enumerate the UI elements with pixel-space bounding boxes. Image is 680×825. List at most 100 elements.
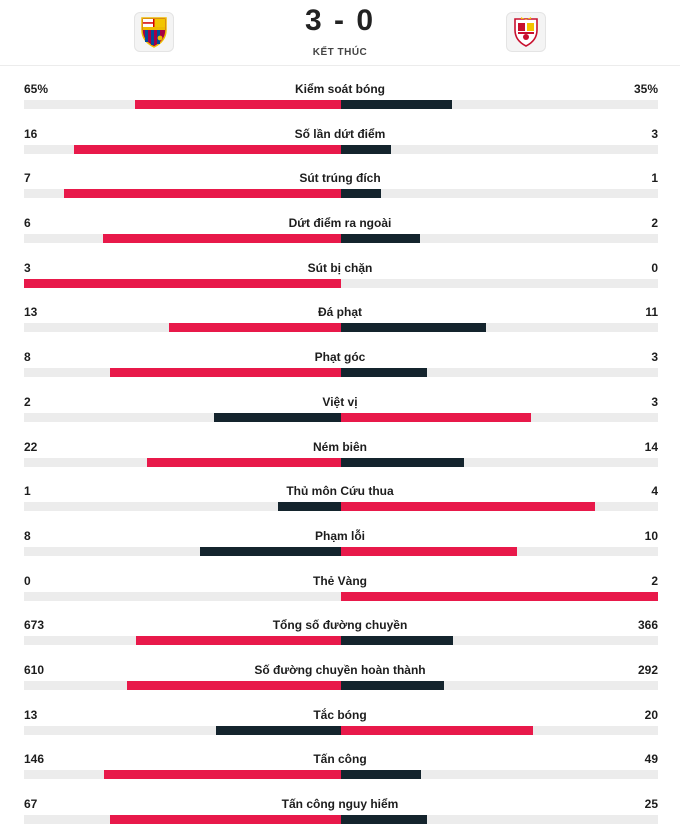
stat-row: 7 Sút trúng đích 1 bbox=[0, 162, 680, 207]
stat-bar-track bbox=[24, 368, 658, 378]
stat-label: Ném biên bbox=[312, 439, 367, 454]
stat-row: 1 Thủ môn Cứu thua 4 bbox=[0, 475, 680, 520]
stat-row: 0 Thẻ Vàng 2 bbox=[0, 565, 680, 610]
home-bar bbox=[134, 100, 341, 109]
away-value: 1 bbox=[651, 171, 658, 186]
stat-label: Tổng số đường chuyền bbox=[272, 618, 408, 633]
away-bar bbox=[341, 680, 444, 690]
match-status: KẾT THÚC bbox=[312, 47, 368, 58]
stat-bar-track bbox=[24, 189, 658, 199]
home-value: 610 bbox=[24, 662, 45, 677]
stat-row: 22 Ném biên 14 bbox=[0, 431, 680, 476]
stat-row: 16 Số lần dứt điểm 3 bbox=[0, 118, 680, 163]
home-value: 65% bbox=[24, 82, 49, 96]
stat-bar-track bbox=[24, 457, 658, 467]
stat-label: Phạm lỗi bbox=[314, 528, 365, 543]
stat-label: Tấn công nguy hiểm bbox=[281, 797, 399, 811]
away-bar bbox=[341, 234, 421, 244]
home-bar bbox=[277, 502, 341, 512]
stat-row: 3 Sút bị chặn 0 bbox=[0, 252, 680, 297]
away-team-crest[interactable] bbox=[506, 12, 546, 52]
stat-bar-track bbox=[24, 770, 658, 780]
stat-label: Phạt góc bbox=[314, 350, 366, 365]
away-value: 3 bbox=[651, 394, 658, 409]
away-value: 20 bbox=[644, 707, 658, 722]
home-bar bbox=[135, 636, 341, 646]
away-bar bbox=[341, 591, 658, 601]
stat-label: Việt vị bbox=[322, 394, 358, 409]
stat-bar-track bbox=[24, 815, 658, 824]
home-bar bbox=[24, 278, 341, 288]
stat-row: 146 Tấn công 49 bbox=[0, 743, 680, 788]
stat-label: Đá phạt bbox=[317, 305, 362, 320]
stat-row: 673 Tổng số đường chuyền 366 bbox=[0, 609, 680, 654]
sevilla-fc-crest-icon bbox=[514, 17, 538, 47]
stats-list: 65% Kiểm soát bóng 35% 1 6 Số lần dứt điểm 3 7 S… bbox=[0, 73, 680, 825]
home-bar bbox=[126, 680, 341, 690]
away-bar bbox=[341, 323, 487, 333]
home-bar bbox=[74, 144, 341, 154]
stat-bar-track bbox=[24, 100, 658, 109]
home-team-crest[interactable] bbox=[134, 12, 174, 52]
away-value: 49 bbox=[644, 752, 658, 767]
away-bar bbox=[341, 100, 452, 109]
score: 3 - 0 bbox=[304, 4, 376, 37]
away-bar bbox=[341, 725, 534, 735]
away-value: 4 bbox=[651, 484, 658, 499]
stat-row: 13 Tắc bóng 20 bbox=[0, 699, 680, 744]
away-value: 11 bbox=[645, 305, 658, 320]
stat-row: 610 Số đường chuyền hoàn thành 292 bbox=[0, 654, 680, 699]
away-value: 2 bbox=[651, 573, 658, 588]
stat-row: 8 Phạm lỗi 10 bbox=[0, 520, 680, 565]
stat-label: Số lần dứt điểm bbox=[294, 126, 386, 141]
home-value: 673 bbox=[24, 618, 45, 633]
stat-row: 65% Kiểm soát bóng 35% bbox=[0, 73, 680, 118]
match-header: 3 - 0 KẾT THÚC bbox=[0, 0, 680, 66]
home-bar bbox=[63, 189, 341, 199]
stat-bar-track bbox=[24, 502, 658, 512]
home-bar bbox=[147, 457, 341, 467]
home-value: 13 bbox=[24, 707, 38, 722]
stat-bar-track bbox=[24, 591, 658, 601]
home-value: 8 bbox=[24, 528, 31, 543]
home-value: 22 bbox=[24, 439, 38, 454]
stat-bar-track bbox=[24, 680, 658, 690]
home-bar bbox=[200, 546, 341, 556]
stat-bar-track bbox=[24, 144, 658, 154]
away-bar bbox=[341, 457, 465, 467]
away-bar bbox=[341, 502, 595, 512]
away-bar bbox=[341, 770, 421, 780]
home-value: 3 bbox=[24, 260, 31, 275]
stat-bar-track bbox=[24, 323, 658, 333]
stat-label: Thủ môn Cứu thua bbox=[286, 484, 394, 499]
away-value: 292 bbox=[637, 662, 658, 677]
stat-label: Thẻ Vàng bbox=[312, 573, 367, 588]
home-value: 146 bbox=[24, 752, 45, 767]
stat-label: Tắc bóng bbox=[313, 707, 367, 722]
home-value: 0 bbox=[24, 573, 31, 588]
away-bar bbox=[341, 144, 392, 154]
home-bar bbox=[110, 368, 341, 378]
stat-label: Tấn công bbox=[313, 752, 367, 767]
away-value: 35% bbox=[633, 82, 658, 96]
away-value: 2 bbox=[651, 216, 658, 231]
away-value: 3 bbox=[651, 126, 658, 141]
fc-barcelona-crest-icon bbox=[141, 17, 167, 48]
away-value: 10 bbox=[644, 528, 658, 543]
home-bar bbox=[103, 770, 341, 780]
stat-bar-track bbox=[24, 725, 658, 735]
home-value: 67 bbox=[24, 797, 38, 811]
stat-bar-track bbox=[24, 234, 658, 244]
stat-bar-track bbox=[24, 546, 658, 556]
away-bar bbox=[341, 815, 428, 824]
away-value: 366 bbox=[637, 618, 658, 633]
home-value: 8 bbox=[24, 350, 31, 365]
home-value: 2 bbox=[24, 394, 31, 409]
stat-label: Số đường chuyền hoàn thành bbox=[254, 662, 426, 677]
home-bar bbox=[169, 323, 341, 333]
away-bar bbox=[341, 636, 453, 646]
stat-label: Sút bị chặn bbox=[307, 260, 373, 275]
home-value: 6 bbox=[24, 216, 31, 231]
home-value: 1 bbox=[24, 484, 31, 499]
stat-bar-track bbox=[24, 412, 658, 422]
